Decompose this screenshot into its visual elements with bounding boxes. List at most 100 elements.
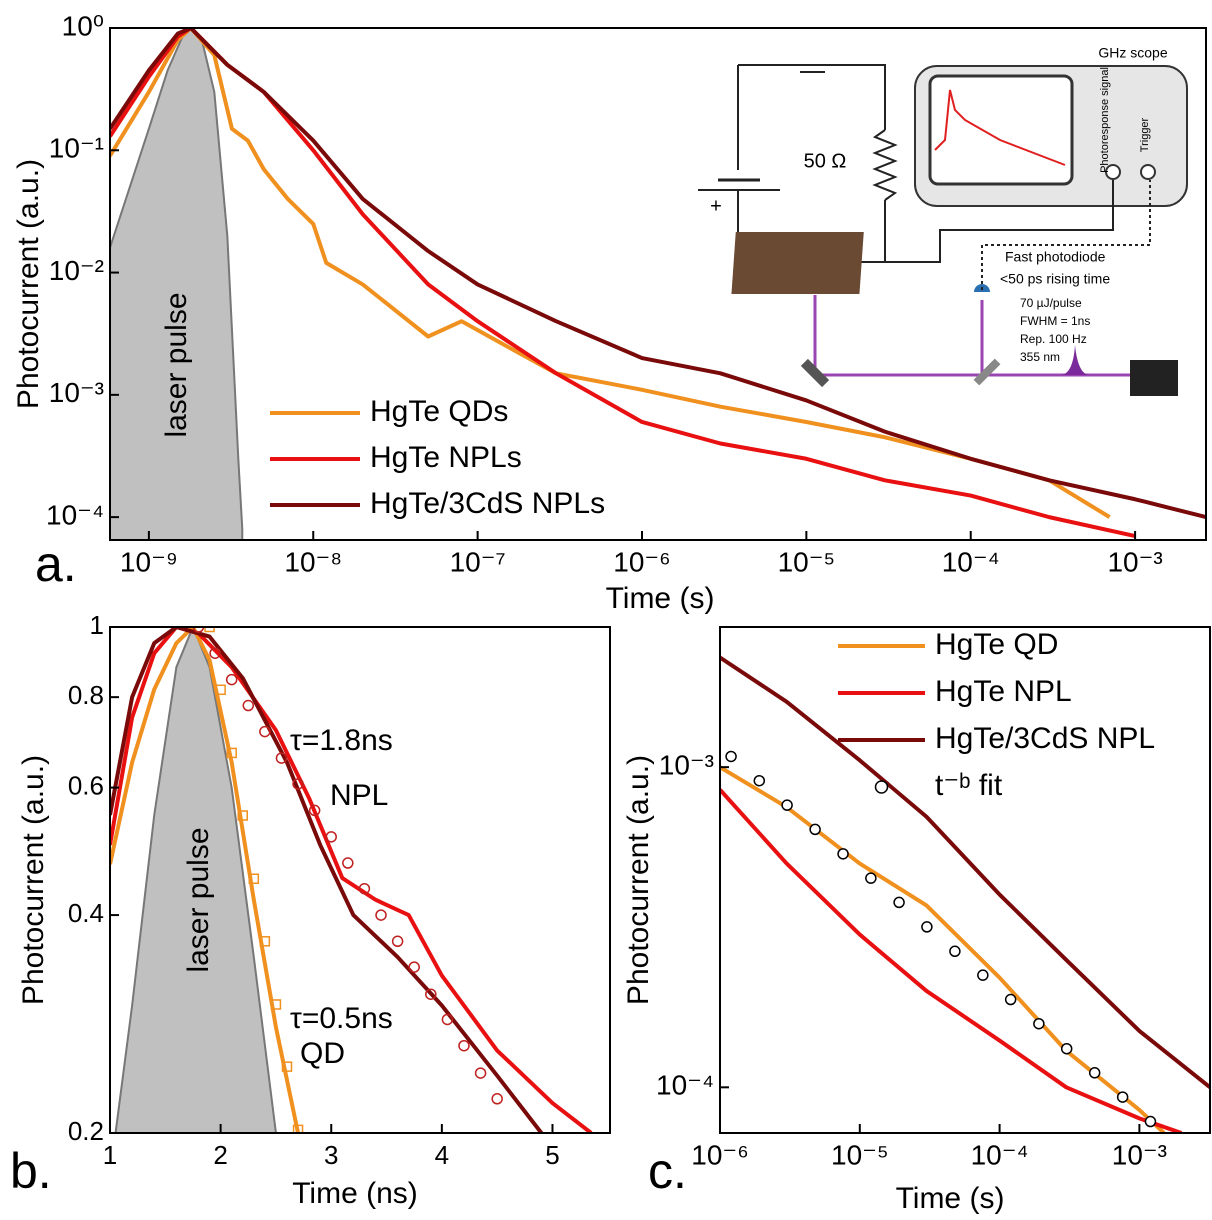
fit-marker bbox=[809, 823, 821, 836]
y-tick-label: 10⁰ bbox=[62, 10, 104, 41]
data-line bbox=[110, 627, 301, 1133]
data-line bbox=[720, 788, 1183, 1133]
legend-label: t⁻ᵇ fit bbox=[935, 769, 1003, 802]
fit-marker bbox=[325, 831, 337, 843]
inset-diagram: GHz scope 50 Ω + Photoresponse signal Tr… bbox=[698, 45, 1188, 396]
y-axis-label: Photocurrent (a.u.) bbox=[622, 755, 655, 1005]
inset-text: 355 nm bbox=[1020, 350, 1060, 364]
y-tick-label: 0.4 bbox=[68, 898, 104, 928]
fit-marker bbox=[225, 673, 238, 686]
inset-text: <50 ps rising time bbox=[1000, 271, 1110, 287]
inset-text: 50 Ω bbox=[804, 150, 847, 172]
plot-frame bbox=[719, 626, 1211, 1134]
trigger-port bbox=[1140, 164, 1156, 180]
y-tick-label: 10⁻³ bbox=[49, 377, 104, 408]
fit-marker bbox=[725, 750, 737, 763]
legend-label: HgTe QDs bbox=[370, 395, 508, 428]
x-tick-label: 2 bbox=[213, 1140, 227, 1170]
y-tick-label: 0.8 bbox=[68, 680, 104, 710]
panel-label: a. bbox=[35, 536, 77, 592]
x-tick-label: 10⁻⁵ bbox=[831, 1139, 889, 1170]
fit-marker bbox=[342, 857, 354, 869]
resistor bbox=[872, 129, 898, 201]
fit-marker bbox=[270, 999, 282, 1010]
legend-label: HgTe/3CdS NPL bbox=[935, 722, 1155, 755]
fit-marker bbox=[1060, 1042, 1073, 1055]
y-tick-label: 10⁻⁴ bbox=[656, 1070, 714, 1101]
fit-marker bbox=[1088, 1067, 1101, 1079]
annotation: τ=0.5ns bbox=[290, 1002, 393, 1035]
fit-marker bbox=[1033, 1017, 1045, 1030]
fit-marker bbox=[977, 969, 989, 981]
fit-marker bbox=[391, 935, 404, 948]
x-tick-label: 10⁻⁵ bbox=[778, 546, 836, 577]
fit-marker bbox=[204, 627, 215, 633]
panel-label: c. bbox=[648, 1143, 687, 1199]
scope-screen bbox=[928, 74, 1074, 186]
pulse-label: laser pulse bbox=[160, 292, 193, 437]
inset-text: Rep. 100 Hz bbox=[1020, 332, 1087, 346]
y-tick-label: 0.6 bbox=[68, 770, 104, 800]
x-tick-label: 5 bbox=[545, 1140, 559, 1170]
device bbox=[731, 232, 864, 294]
x-axis-label: Time (ns) bbox=[292, 1177, 418, 1210]
fit-marker bbox=[408, 961, 420, 973]
signal-port bbox=[1105, 164, 1121, 180]
fit-marker bbox=[209, 647, 221, 659]
fit-marker bbox=[242, 699, 255, 712]
laser bbox=[1130, 360, 1178, 396]
x-tick-label: 10⁻⁶ bbox=[691, 1139, 748, 1170]
data-line bbox=[110, 28, 1206, 520]
fit-marker bbox=[192, 627, 205, 633]
fit-marker bbox=[837, 848, 849, 860]
x-tick-label: 1 bbox=[103, 1140, 117, 1170]
fit-marker bbox=[949, 945, 961, 958]
x-tick-label: 10⁻³ bbox=[1112, 1139, 1167, 1170]
panel: laser pulse 10⁻⁹ 10⁻⁸ 10⁻⁷ 10⁻⁶ 10⁻⁵ 10⁻⁴ 10⁻³ 1… bbox=[12, 10, 1207, 615]
y-tick-label: 10⁻² bbox=[49, 255, 104, 286]
data-line bbox=[720, 765, 1166, 1133]
inset-text: GHz scope bbox=[1098, 45, 1167, 61]
fit-marker bbox=[865, 872, 877, 884]
fit-marker bbox=[474, 1067, 487, 1079]
inset-text: Photoresponse signal bbox=[1099, 67, 1111, 173]
fit-marker bbox=[308, 804, 321, 817]
beam-splitter bbox=[973, 358, 1001, 386]
fit-marker bbox=[1116, 1091, 1129, 1103]
plot-area bbox=[110, 28, 1206, 540]
panel-label: b. bbox=[10, 1143, 52, 1199]
pulse-label: laser pulse bbox=[182, 827, 215, 972]
inset-text: Trigger bbox=[1139, 117, 1151, 152]
pulse-shape bbox=[1060, 345, 1090, 375]
legend-label: HgTe NPL bbox=[935, 675, 1072, 708]
x-axis-label: Time (s) bbox=[606, 582, 715, 615]
plot-frame bbox=[109, 27, 1207, 541]
fit-marker bbox=[275, 752, 288, 764]
fit-marker bbox=[259, 725, 271, 738]
fit-marker bbox=[358, 882, 371, 895]
x-tick-label: 10⁻³ bbox=[1107, 546, 1162, 577]
fit-marker bbox=[753, 774, 766, 787]
y-axis-label: Photocurrent (a.u.) bbox=[17, 755, 50, 1005]
fit-marker bbox=[458, 1039, 470, 1052]
annotation: NPL bbox=[330, 779, 388, 812]
inset-text: + bbox=[710, 195, 722, 217]
annotation: τ=1.8ns bbox=[290, 724, 393, 757]
x-axis-label: Time (s) bbox=[896, 1182, 1005, 1215]
x-tick-label: 10⁻⁷ bbox=[450, 546, 506, 577]
fit-marker bbox=[781, 799, 793, 811]
fit-marker bbox=[292, 1124, 304, 1133]
y-tick-label: 10⁻⁴ bbox=[46, 500, 104, 531]
x-tick-label: 10⁻⁹ bbox=[120, 546, 178, 577]
annotation: QD bbox=[300, 1037, 345, 1070]
fit-marker bbox=[226, 747, 237, 759]
plot-frame bbox=[109, 626, 611, 1134]
fit-marker bbox=[893, 896, 905, 909]
fit-marker bbox=[1004, 993, 1017, 1006]
fit-marker bbox=[1144, 1115, 1157, 1128]
fit-marker bbox=[425, 988, 437, 1000]
legend-label: HgTe QD bbox=[935, 628, 1058, 661]
fit-marker bbox=[248, 873, 260, 884]
